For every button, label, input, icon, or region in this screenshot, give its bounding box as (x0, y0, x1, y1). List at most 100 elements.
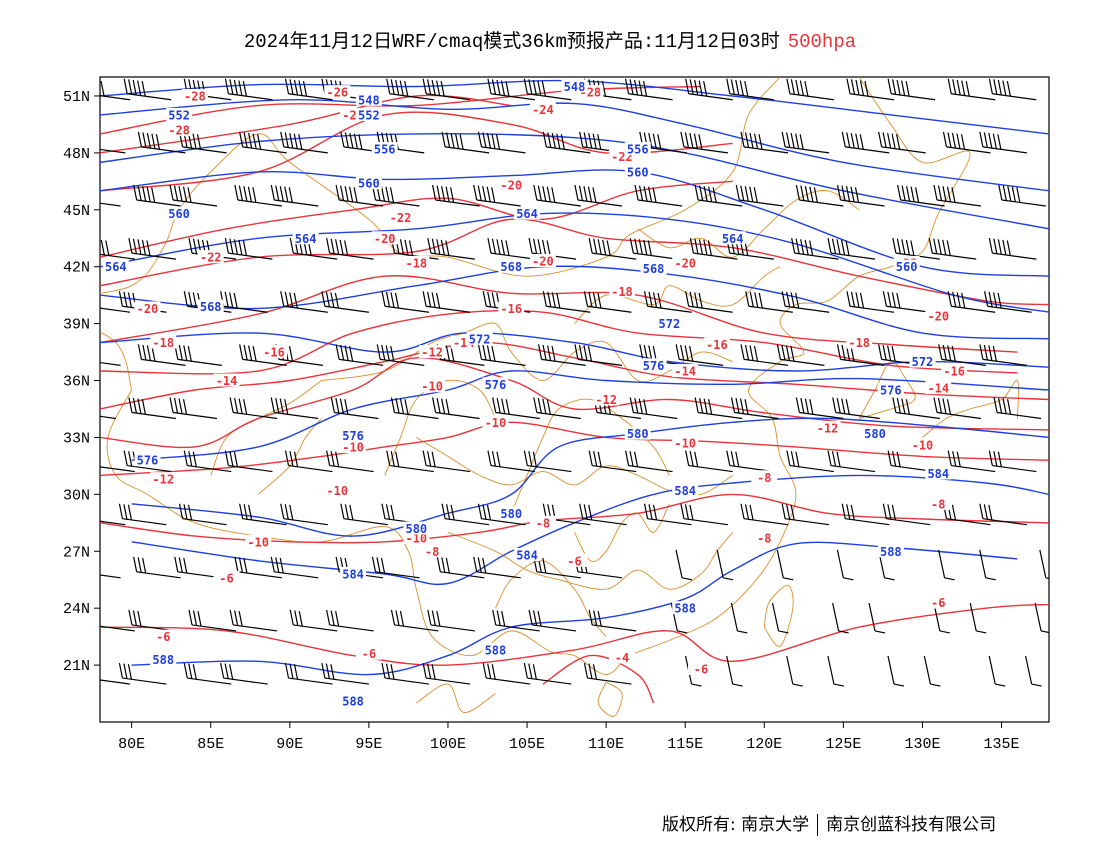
contour-label-bg (166, 107, 193, 121)
contour-label: 584 (674, 484, 696, 498)
border-line (106, 77, 971, 676)
lon-tick-label: 110E (588, 736, 624, 753)
wind-barb (422, 662, 471, 685)
wind-barb (984, 291, 1032, 313)
wind-barb (100, 679, 131, 685)
wind-barb (685, 78, 733, 101)
wind-barb (386, 78, 434, 101)
wind-barb (183, 450, 232, 473)
wind-barb (841, 131, 890, 154)
contour-label-bg (355, 646, 382, 660)
wind-barb (234, 556, 282, 579)
wind-barb (588, 450, 637, 473)
border-line (574, 503, 670, 562)
contour-label-bg (197, 250, 224, 264)
wind-barb (340, 503, 388, 526)
wind-barb (487, 78, 536, 101)
contour-label-bg (181, 88, 208, 102)
contour-label-bg (355, 176, 382, 190)
wind-barb (477, 344, 526, 366)
wind-barb (947, 291, 996, 313)
wind-barb (730, 397, 779, 420)
wind-barb (947, 78, 996, 101)
contour-label: -8 (536, 516, 550, 530)
wind-barb (583, 291, 632, 313)
lat-tick-label: 51N (63, 89, 90, 106)
title-main: 2024年11月12日WRF/cmaq模式36km预报产品:11月12日03时 (243, 31, 780, 53)
border-line (763, 584, 794, 647)
wind-barb (436, 556, 485, 579)
wind-barb (882, 503, 931, 526)
wind-barb (993, 397, 1042, 420)
contour-label: 580 (627, 427, 649, 441)
contour-label-bg (498, 178, 525, 192)
wind-barb (634, 184, 683, 207)
lat-tick-label: 36N (63, 374, 90, 391)
lat-tick-label: 42N (63, 260, 90, 277)
wind-barb (786, 655, 803, 687)
temperature-contour (100, 357, 1049, 449)
border-line (510, 398, 670, 514)
temperature-contour (100, 218, 1049, 306)
wind-barb (183, 662, 232, 685)
contour-label: 564 (295, 232, 317, 246)
contour-label: -12 (817, 421, 839, 435)
contour-label-bg (925, 595, 952, 609)
contour-label-bg (941, 364, 968, 378)
wind-barb (220, 291, 268, 313)
contour-label-bg (340, 439, 367, 453)
wind-barb (441, 131, 490, 154)
contour-label: 576 (643, 359, 665, 373)
contour-label-bg (529, 102, 556, 116)
lat-tick-label: 45N (63, 203, 90, 220)
contour-label: 552 (358, 108, 380, 122)
wind-barb (680, 503, 729, 526)
temperature-contour (100, 85, 702, 135)
contour-label-bg (150, 335, 177, 349)
contour-label: 584 (342, 568, 364, 582)
wind-barb (643, 291, 692, 313)
height-contour (100, 265, 1049, 340)
contour-label: -6 (156, 630, 170, 644)
wind-barb (270, 184, 319, 207)
wind-barb (432, 397, 480, 420)
contour-label-bg (245, 534, 272, 548)
lat-tick-label: 39N (63, 317, 90, 334)
contour-label: -10 (326, 484, 348, 498)
height-contour (100, 332, 1049, 372)
wind-barb (942, 131, 991, 154)
wind-barb (923, 655, 941, 687)
wind-barb (795, 397, 844, 420)
wind-barb (229, 397, 278, 420)
temperature-contour (100, 94, 512, 154)
wind-barb (473, 556, 521, 579)
contour-label-bg (640, 261, 667, 275)
wind-barb (100, 202, 121, 207)
contour-label-bg (608, 650, 635, 664)
country-borders (100, 77, 1019, 717)
contour-label: 576 (137, 454, 159, 468)
contour-label-bg (387, 210, 414, 224)
wind-barb (284, 450, 333, 473)
wind-barb (629, 237, 678, 260)
contour-label: 552 (168, 108, 190, 122)
title-level: 500hpa (787, 31, 857, 53)
contour-label-bg (862, 426, 889, 440)
wind-barb (239, 131, 287, 154)
contour-label-bg (134, 301, 161, 315)
contour-label: -8 (757, 471, 771, 485)
contour-label-bg (403, 521, 430, 535)
wind-barb (321, 291, 369, 313)
contour-label-bg (751, 470, 778, 484)
wind-barb (836, 344, 885, 366)
wind-barb (220, 662, 268, 685)
contour-label: 548 (358, 93, 380, 107)
wind-barb (422, 450, 471, 473)
wind-barb (533, 397, 581, 420)
wind-barb (137, 131, 186, 154)
wind-barb (629, 397, 678, 420)
wind-barb (100, 520, 126, 526)
map-title: 2024年11月12日WRF/cmaq模式36km预报产品:11月12日03时 5… (0, 26, 1100, 53)
contour-label: -10 (674, 437, 696, 451)
contour-label: -10 (405, 531, 427, 545)
